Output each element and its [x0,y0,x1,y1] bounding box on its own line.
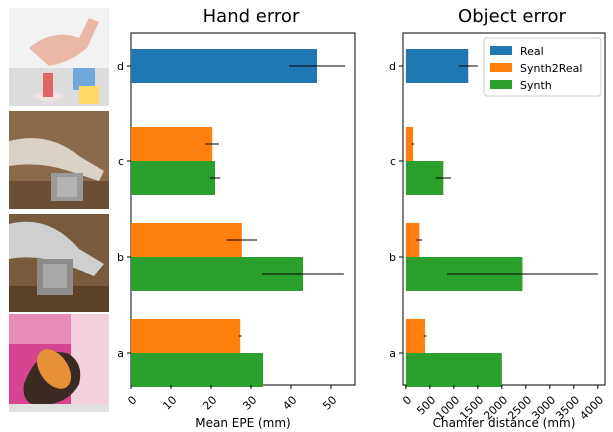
plot-frame [402,32,606,386]
legend-box [483,37,602,97]
legend-swatch-real [490,46,512,55]
y-tick-label-a: a [389,347,396,360]
x-tick-label: 4000 [577,393,606,422]
bar-synth-a [131,353,263,387]
synthetic-hand-holding-box-photo [9,214,109,312]
x-axis-label: Mean EPE (mm) [195,416,290,430]
bar-synth2real-c [131,127,213,161]
x-tick-label: 20 [200,393,219,412]
bar-real-d [131,49,317,83]
chart-title: Object error [458,6,567,27]
bar-synth-c [131,161,215,195]
photo-b [9,214,109,312]
y-tick-label-c: c [118,155,124,168]
x-axis-label: Chamfer distance (mm) [433,416,576,430]
bar-synth2real-b [131,223,242,257]
x-tick-label: 0 [400,393,414,407]
bar-real-d [405,49,469,83]
legend-swatch-synth [490,80,512,89]
y-tick-label-d: d [389,60,396,73]
photo-a [9,314,109,412]
hand-error-chart: Hand error a b c d 0 10 20 30 40 50 Mean EPE (mm) [117,6,356,430]
y-tick-label-d: d [117,60,124,73]
bar-synth2real-c [405,127,414,161]
hand-with-block-photo [9,8,109,106]
bar-synth2real-b [405,223,420,257]
x-tick-label: 30 [240,393,259,412]
legend-label-synth2real: Synth2Real [520,62,582,75]
y-tick-label-a: a [117,347,124,360]
x-tick-label: 40 [280,393,299,412]
photo-d [9,8,109,106]
x-tick-label: 0 [125,393,139,407]
legend-label-synth: Synth [520,79,552,92]
synthetic-hand-grasping-cube-photo [9,111,109,209]
chart-title: Hand error [203,6,300,27]
bar-synth2real-a [405,319,426,353]
bar-synth2real-a [131,319,241,353]
y-tick-label-c: c [390,155,396,168]
bar-synth-a [405,353,502,387]
legend: Real Synth2Real Synth [483,37,602,97]
x-tick-label: 10 [160,393,179,412]
y-tick-label-b: b [389,251,396,264]
legend-label-real: Real [520,45,544,58]
x-tick-label: 50 [320,393,339,412]
photo-c [9,111,109,209]
legend-swatch-synth2real [490,63,512,72]
hand-holding-object-photo [9,314,109,412]
y-tick-label-b: b [117,251,124,264]
